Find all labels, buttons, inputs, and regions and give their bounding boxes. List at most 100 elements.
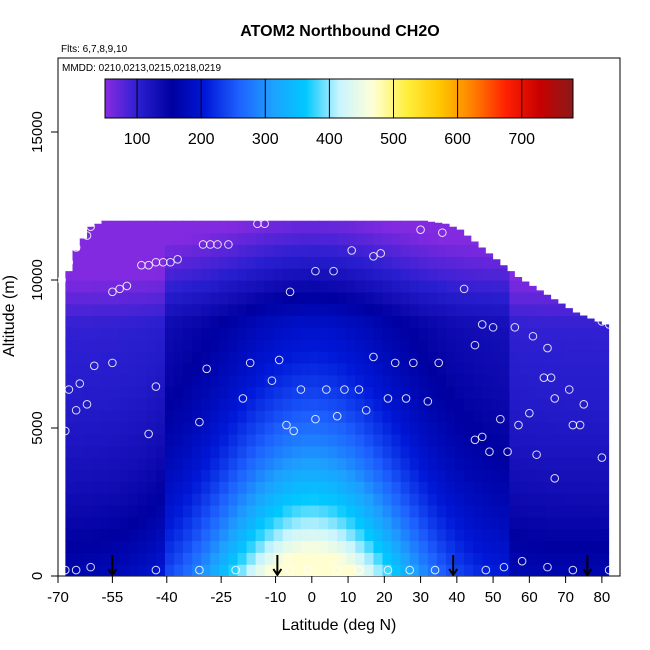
field-cell: [400, 481, 411, 494]
field-cell: [273, 280, 284, 293]
field-cell: [409, 351, 420, 364]
field-cell: [328, 445, 338, 459]
field-cell: [355, 339, 365, 352]
field-cell: [282, 220, 293, 222]
field-cell: [527, 362, 538, 376]
field-cell: [482, 280, 492, 293]
field-cell: [337, 339, 347, 352]
field-cell: [155, 457, 166, 471]
field-cell: [246, 564, 257, 577]
field-cell: [600, 362, 610, 376]
field-cell: [391, 457, 402, 471]
x-tick-label: 80: [594, 589, 611, 606]
field-cell: [201, 362, 211, 376]
field-cell: [436, 280, 447, 293]
field-cell: [491, 362, 501, 376]
field-cell: [137, 220, 148, 222]
field-cell: [228, 232, 239, 246]
observation-point: [376, 249, 385, 258]
field-cell: [119, 220, 130, 222]
field-cell: [291, 315, 302, 328]
field-cell: [536, 351, 547, 364]
field-cell: [346, 232, 356, 246]
field-cell: [554, 528, 565, 542]
field-cell: [210, 398, 220, 411]
observation-point: [390, 358, 400, 368]
field-cell: [418, 315, 429, 328]
field-cell: [482, 327, 492, 340]
field-cell: [192, 303, 202, 317]
field-cell: [527, 445, 538, 459]
field-cell: [391, 398, 402, 411]
field-cell: [445, 339, 456, 352]
field-cell: [391, 220, 402, 234]
field-cell: [581, 516, 592, 530]
field-cell: [518, 516, 529, 530]
field-cell: [364, 303, 375, 317]
field-cell: [219, 315, 230, 328]
field-cell: [400, 244, 411, 257]
field-cell: [409, 220, 420, 222]
field-cell: [300, 327, 311, 340]
field-cell: [74, 339, 84, 352]
field-cell: [527, 232, 538, 246]
field-cell: [600, 540, 610, 553]
field-cell: [391, 433, 402, 447]
field-cell: [346, 516, 356, 530]
observation-point: [354, 385, 364, 394]
field-cell: [418, 374, 429, 388]
field-cell: [319, 410, 329, 423]
field-cell: [319, 315, 329, 328]
field-cell: [201, 433, 211, 447]
field-cell: [155, 280, 166, 293]
field-cell: [500, 445, 511, 459]
field-cell: [563, 493, 574, 506]
field-cell: [518, 540, 529, 553]
field-cell: [210, 410, 220, 423]
field-cell: [545, 351, 556, 364]
field-cell: [128, 362, 139, 376]
field-cell: [300, 280, 311, 293]
field-cell: [445, 280, 456, 293]
field-cell: [255, 564, 266, 577]
field-cell: [183, 291, 193, 305]
observation-point: [477, 432, 487, 442]
field-cell: [246, 398, 257, 411]
field-cell: [500, 362, 511, 376]
field-cell: [137, 291, 148, 305]
field-cell: [65, 303, 75, 317]
field-cell: [581, 386, 592, 399]
field-cell: [563, 374, 574, 388]
field-cell: [518, 362, 529, 376]
field-cell: [545, 457, 556, 471]
field-cell: [409, 516, 420, 530]
field-cell: [427, 362, 438, 376]
field-cell: [518, 315, 529, 328]
field-cell: [418, 493, 429, 506]
colorbar-tick-label: 500: [380, 131, 407, 148]
field-cell: [527, 351, 538, 364]
field-cell: [273, 493, 284, 506]
field-cell: [590, 422, 601, 435]
field-cell: [337, 552, 347, 565]
field-cell: [464, 457, 474, 471]
field-cell: [210, 422, 220, 435]
field-cell: [137, 244, 148, 257]
field-cell: [563, 268, 574, 281]
field-cell: [264, 552, 275, 565]
field-cell: [183, 280, 193, 293]
field-cell: [391, 516, 402, 530]
field-cell: [409, 315, 420, 328]
observation-point: [575, 420, 585, 430]
field-cell: [110, 481, 121, 494]
field-cell: [464, 552, 474, 565]
field-cell: [527, 540, 538, 553]
observation-point: [550, 474, 560, 483]
field-cell: [65, 481, 75, 494]
field-cell: [473, 433, 483, 447]
field-cell: [473, 291, 483, 305]
field-cell: [264, 433, 275, 447]
field-cell: [137, 339, 148, 352]
field-cell: [183, 457, 193, 471]
field-cell: [83, 362, 94, 376]
